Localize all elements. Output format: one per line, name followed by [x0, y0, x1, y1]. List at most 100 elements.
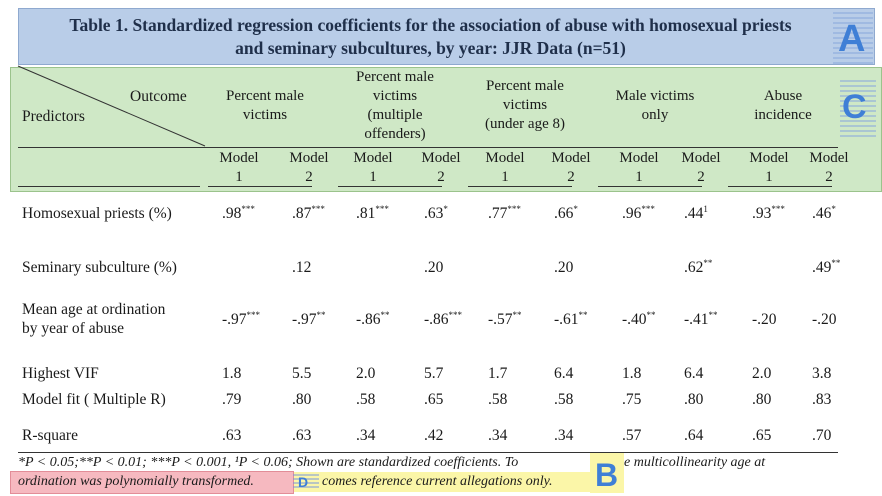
model-header-word: Model [619, 150, 659, 166]
significance-marker: *** [241, 204, 255, 214]
outcome-header-line: offenders) [364, 126, 426, 142]
cell-value: 5.5 [292, 365, 312, 382]
table-cell: 2.0 [356, 364, 375, 383]
cell-value: -.86 [424, 311, 449, 328]
row-label-line: Seminary subculture (%) [22, 259, 177, 276]
cell-value: .98 [222, 205, 242, 222]
table-cell: .62** [684, 258, 712, 277]
table-cell: .96*** [622, 204, 655, 223]
table-cell: .34 [554, 426, 573, 445]
outcome-header-line: (multiple [367, 107, 423, 123]
cell-value: -.20 [812, 311, 837, 328]
model-header-number: 1 [501, 169, 509, 185]
table-title-box [18, 8, 875, 65]
cell-value: .63 [292, 427, 312, 444]
table-cell: .63 [222, 426, 241, 445]
marker-a: A [838, 18, 866, 60]
significance-marker: *** [375, 204, 389, 214]
marker-d-stripes [293, 474, 319, 490]
cell-value: .34 [488, 427, 508, 444]
row-label: Seminary subculture (%) [22, 258, 177, 277]
table-cell: .57 [622, 426, 641, 445]
footnote-line-1a: *P < 0.05;**P < 0.01; ***P < 0.001, ¹P <… [18, 455, 519, 470]
outcome-header-1: Percent male victims [195, 87, 335, 125]
model-header-word: Model [421, 150, 461, 166]
table-cell: 3.8 [812, 364, 831, 383]
outcome-header-4: Male victims only [585, 87, 725, 125]
model-header-8: Model 2 [672, 149, 730, 187]
row-label-line: Homosexual priests (%) [22, 205, 172, 222]
table-cell: .65 [424, 390, 443, 409]
cell-value: .75 [622, 391, 642, 408]
table-cell: -.57** [488, 310, 522, 329]
table-title: Table 1. Standardized regression coeffic… [18, 14, 843, 60]
cell-value: .58 [488, 391, 508, 408]
outcome-header-line: Percent male [226, 88, 304, 104]
cell-value: .44 [684, 205, 704, 222]
significance-marker: * [831, 204, 836, 214]
table-cell: -.97*** [222, 310, 260, 329]
row-label: Model fit ( Multiple R) [22, 390, 166, 409]
table-cell: .66* [554, 204, 578, 223]
cell-value: .63 [222, 427, 242, 444]
cell-value: .57 [622, 427, 642, 444]
cell-value: 6.4 [554, 365, 574, 382]
table-cell: .64 [684, 426, 703, 445]
model-header-number: 1 [635, 169, 643, 185]
marker-c-stripes [840, 80, 876, 138]
model-header-2: Model 2 [280, 149, 338, 187]
cell-value: .49 [812, 259, 832, 276]
cell-value: -.20 [752, 311, 777, 328]
significance-marker: *** [641, 204, 655, 214]
row-label: Highest VIF [22, 364, 99, 383]
cell-value: 3.8 [812, 365, 832, 382]
predictor-column-rule [18, 186, 200, 187]
table-cell: .58 [554, 390, 573, 409]
outcome-header-5: Abuse incidence [713, 87, 853, 125]
significance-marker: *** [507, 204, 521, 214]
cell-value: .96 [622, 205, 642, 222]
cell-value: 1.8 [222, 365, 242, 382]
table-cell: -.86*** [424, 310, 462, 329]
model-header-number: 2 [825, 169, 833, 185]
significance-marker: *** [311, 204, 325, 214]
table-cell: .80 [684, 390, 703, 409]
model-header-9: Model 1 [740, 149, 798, 187]
significance-marker: *** [771, 204, 785, 214]
marker-b: B [595, 457, 619, 493]
marker-b-box [590, 453, 624, 493]
significance-marker: *** [246, 310, 261, 320]
table-cell: -.86** [356, 310, 390, 329]
cell-value: .20 [554, 259, 574, 276]
row-label: Homosexual priests (%) [22, 204, 172, 223]
cell-value: -.57 [488, 311, 513, 328]
table-cell: -.40** [622, 310, 656, 329]
table-cell: .80 [292, 390, 311, 409]
cell-value: .65 [752, 427, 772, 444]
model-header-word: Model [551, 150, 591, 166]
significance-marker: ** [578, 310, 588, 320]
table-cell: .75 [622, 390, 641, 409]
group-rule-4 [598, 186, 702, 187]
cell-value: .64 [684, 427, 704, 444]
table-cell: .77*** [488, 204, 521, 223]
header-rule-top [18, 147, 838, 148]
table-cell: .12 [292, 258, 311, 277]
table-title-line-1: Table 1. Standardized regression coeffic… [69, 15, 792, 35]
table-cell: .65 [752, 426, 771, 445]
table-cell: .34 [356, 426, 375, 445]
table-cell: .83 [812, 390, 831, 409]
table-cell: 6.4 [684, 364, 703, 383]
significance-marker: * [443, 204, 448, 214]
model-header-number: 2 [437, 169, 445, 185]
table-cell: 6.4 [554, 364, 573, 383]
table-cell: -.97** [292, 310, 326, 329]
footnote-highlight-yellow [289, 472, 623, 492]
marker-d: D [298, 474, 309, 490]
model-header-number: 1 [765, 169, 773, 185]
cell-value: .12 [292, 259, 312, 276]
cell-value: 1.7 [488, 365, 508, 382]
table-cell: -.61** [554, 310, 588, 329]
outcome-header-line: only [641, 107, 669, 123]
